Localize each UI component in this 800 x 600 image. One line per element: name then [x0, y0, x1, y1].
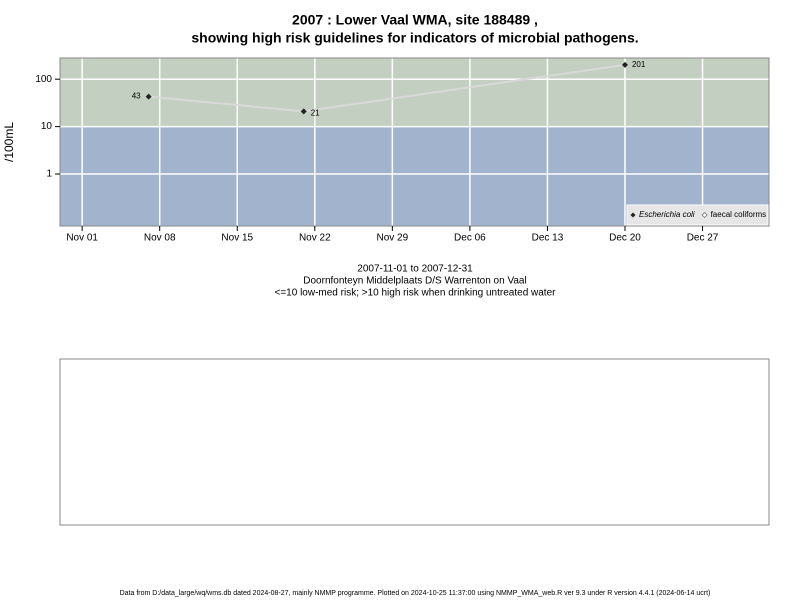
data-point	[300, 108, 307, 115]
x-tick-label: Nov 15	[221, 233, 253, 244]
x-tick-label: Nov 08	[144, 233, 176, 244]
y-tick-label: 1	[46, 169, 52, 180]
data-point	[145, 93, 152, 100]
data-label: 21	[311, 108, 320, 117]
y-tick-label: 10	[41, 121, 53, 132]
chart-title: 2007 : Lower Vaal WMA, site 188489 ,	[292, 12, 538, 28]
y-axis-label: /100mL	[2, 122, 16, 162]
x-tick-label: Nov 01	[66, 233, 98, 244]
legend-label: faecal coliforms	[711, 210, 767, 219]
x-tick-label: Dec 27	[687, 233, 719, 244]
legend-box	[626, 204, 769, 226]
legend-marker	[701, 212, 708, 218]
data-point	[621, 61, 628, 68]
subtitle: Doornfonteyn Middelplaats D/S Warrenton …	[303, 276, 526, 287]
plot-area: 43 21 201	[60, 58, 769, 226]
data-label: 43	[132, 92, 141, 101]
x-tick-label: Nov 22	[299, 233, 331, 244]
subtitle: <=10 low-med risk; >10 high risk when dr…	[275, 288, 557, 299]
chart-title: showing high risk guidelines for indicat…	[191, 30, 638, 46]
high-risk-band	[60, 58, 769, 127]
plot-frame	[59, 57, 770, 227]
x-tick-label: Dec 06	[454, 233, 486, 244]
subtitle: 2007-11-01 to 2007-12-31	[357, 264, 473, 275]
x-tick-label: Dec 20	[609, 233, 641, 244]
legend-label: Escherichia coli	[639, 210, 695, 219]
x-tick-label: Nov 29	[377, 233, 409, 244]
y-tick-label: 100	[35, 74, 52, 85]
data-label: 201	[632, 60, 646, 69]
footer: Data from D:/data_large/wq/wms.db dated …	[120, 590, 711, 597]
legend-marker	[630, 212, 636, 218]
x-tick-label: Dec 13	[532, 233, 564, 244]
empty-panel	[59, 358, 770, 526]
